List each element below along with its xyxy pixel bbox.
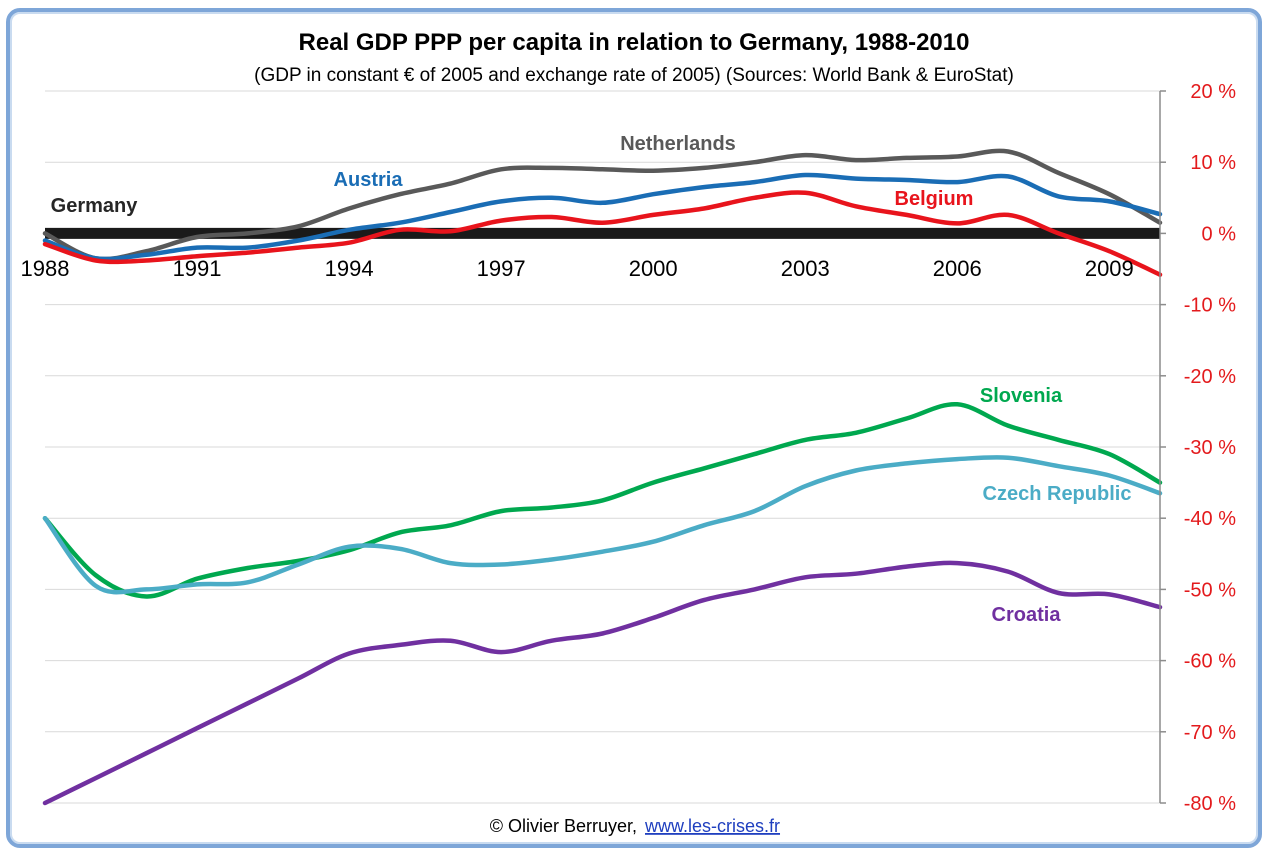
chart-frame bbox=[6, 8, 1262, 848]
series-line-austria bbox=[42, 172, 1163, 262]
y-axis bbox=[1159, 90, 1166, 804]
credit-link[interactable]: www.les-crises.fr bbox=[644, 816, 780, 836]
y-tick-label: -10 % bbox=[1184, 295, 1236, 317]
x-tick-label: 1988 bbox=[21, 256, 70, 281]
x-tick-labels: 1988 1991 1994 1997 2000 2003 2006 2009 bbox=[21, 256, 1134, 281]
y-tick-label: 0 % bbox=[1202, 223, 1237, 245]
x-tick-label: 2009 bbox=[1085, 256, 1134, 281]
y-tick-label: -30 % bbox=[1184, 437, 1236, 459]
y-tick-label: -20 % bbox=[1184, 366, 1236, 388]
y-tick-label: -60 % bbox=[1184, 651, 1236, 673]
series-label-croatia: Croatia bbox=[992, 604, 1062, 626]
series-line-czech-republic bbox=[42, 455, 1163, 595]
series-line-croatia bbox=[42, 560, 1163, 806]
y-tick-label: 20 % bbox=[1190, 81, 1236, 103]
series-label-czech-republic: Czech Republic bbox=[983, 483, 1132, 505]
y-tick-label: -40 % bbox=[1184, 508, 1236, 530]
y-tick-labels: 20 % 10 % 0 % -10 % -20 % -30 % -40 % -50 % -60 … bbox=[1184, 81, 1236, 815]
y-tick-label: 10 % bbox=[1190, 152, 1236, 174]
series-line-netherlands bbox=[42, 148, 1163, 262]
chart-title: Real GDP PPP per capita in relation to G… bbox=[299, 29, 970, 56]
series-lines bbox=[42, 148, 1163, 806]
series-label-slovenia: Slovenia bbox=[980, 385, 1063, 407]
series-labels: Germany Netherlands Austria Belgium Slovenia… bbox=[51, 133, 1132, 626]
x-tick-label: 1997 bbox=[477, 256, 526, 281]
x-tick-label: 1991 bbox=[173, 256, 222, 281]
x-tick-label: 2003 bbox=[781, 256, 830, 281]
series-label-belgium: Belgium bbox=[895, 188, 974, 210]
y-tick-label: -50 % bbox=[1184, 579, 1236, 601]
credit-author: © Olivier Berruyer, bbox=[490, 816, 637, 836]
x-tick-label: 1994 bbox=[325, 256, 374, 281]
chart-subtitle: (GDP in constant € of 2005 and exchange … bbox=[254, 65, 1014, 86]
series-label-germany: Germany bbox=[51, 195, 139, 217]
y-tick-label: -70 % bbox=[1184, 722, 1236, 744]
series-label-austria: Austria bbox=[334, 169, 404, 191]
x-tick-label: 2006 bbox=[933, 256, 982, 281]
x-tick-label: 2000 bbox=[629, 256, 678, 281]
series-line-belgium bbox=[42, 190, 1163, 277]
series-line-slovenia bbox=[42, 402, 1163, 599]
gridlines bbox=[45, 90, 1160, 804]
series-label-netherlands: Netherlands bbox=[620, 133, 736, 155]
y-tick-label: -80 % bbox=[1184, 793, 1236, 815]
